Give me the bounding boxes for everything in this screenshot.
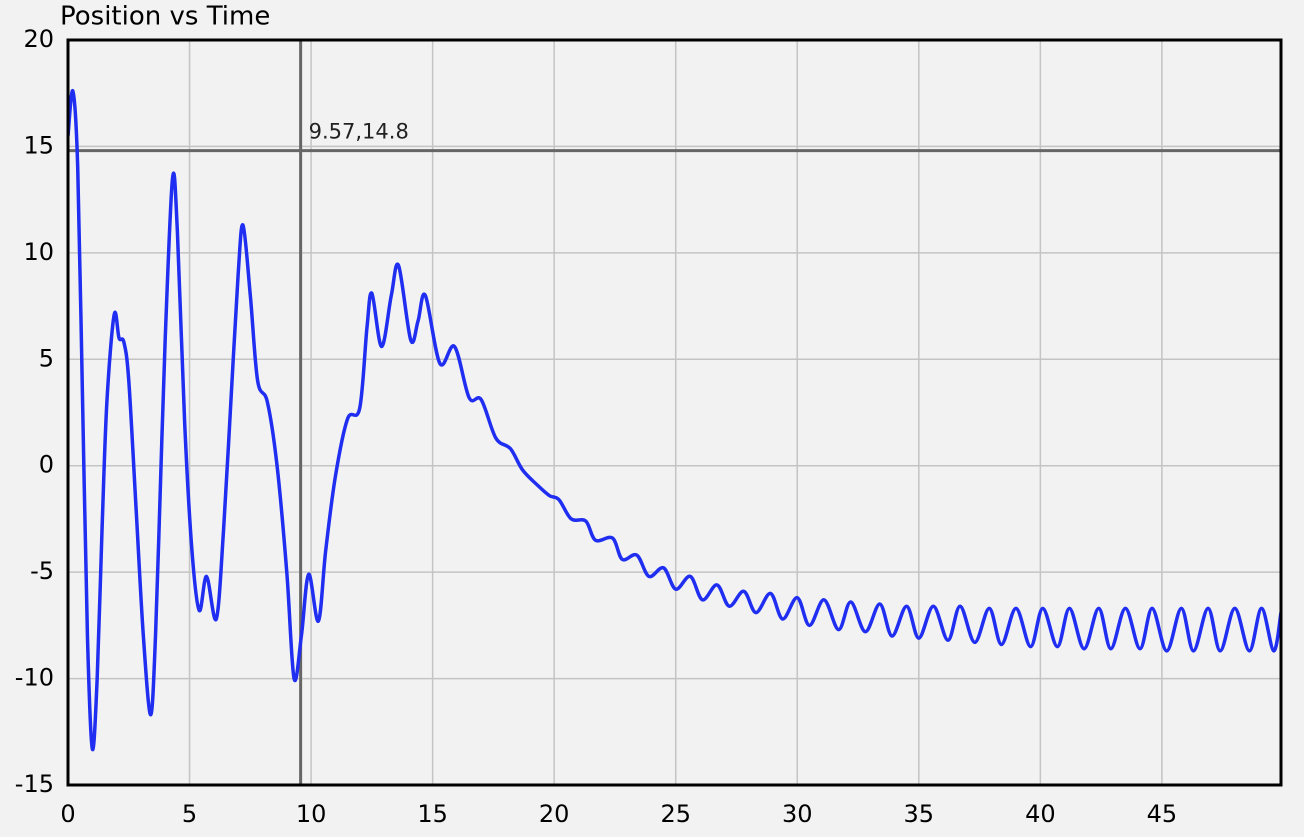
x-tick-label: 5 <box>182 800 197 828</box>
x-tick-label: 15 <box>417 800 448 828</box>
x-tick-label: 25 <box>660 800 691 828</box>
x-tick-label: 0 <box>60 800 75 828</box>
x-tick-label: 30 <box>782 800 813 828</box>
x-tick-label: 45 <box>1147 800 1178 828</box>
plot-frame <box>66 38 1283 787</box>
data-line <box>68 89 1281 752</box>
y-tick-label: -15 <box>15 770 54 798</box>
x-tick-label: 10 <box>296 800 327 828</box>
y-tick-label: 20 <box>23 25 54 53</box>
y-tick-label: -10 <box>15 664 54 692</box>
crosshair-label: 9.57,14.8 <box>309 120 409 144</box>
y-tick-label: 15 <box>23 131 54 159</box>
y-tick-label: 10 <box>23 238 54 266</box>
x-tick-label: 40 <box>1025 800 1056 828</box>
y-tick-label: 5 <box>39 344 54 372</box>
x-tick-label: 20 <box>539 800 570 828</box>
chart-title: Position vs Time <box>60 2 270 32</box>
x-tick-label: 35 <box>904 800 935 828</box>
y-tick-label: 0 <box>39 451 54 479</box>
y-tick-label: -5 <box>30 557 54 585</box>
